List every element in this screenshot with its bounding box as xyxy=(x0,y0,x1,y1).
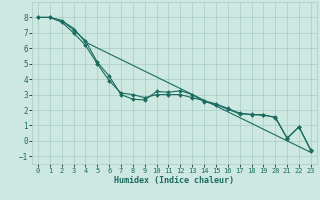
X-axis label: Humidex (Indice chaleur): Humidex (Indice chaleur) xyxy=(115,176,234,185)
